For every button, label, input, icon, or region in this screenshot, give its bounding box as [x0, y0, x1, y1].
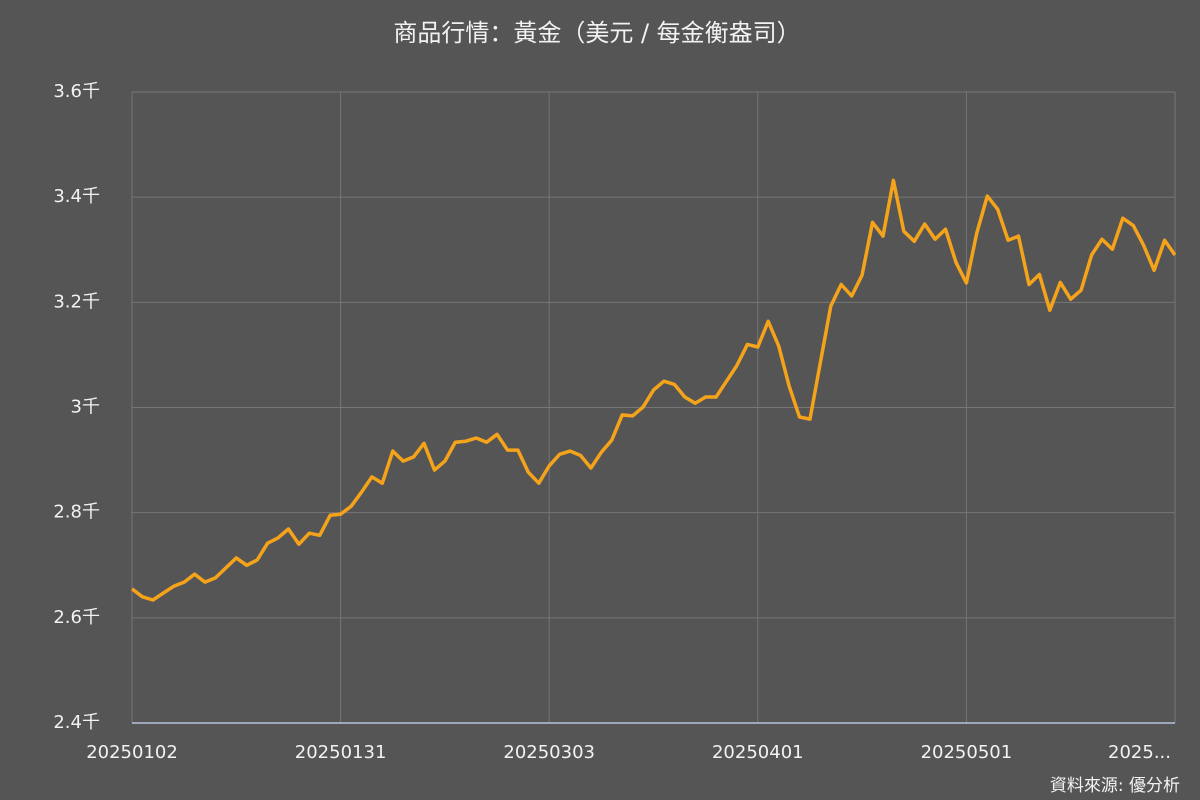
x-tick-label: 20250303: [503, 742, 595, 763]
y-tick-label: 2.4千: [53, 712, 100, 733]
x-tick-label: 20250401: [712, 742, 804, 763]
source-note: 資料來源: 優分析: [1050, 776, 1180, 796]
y-tick-label: 3.6千: [53, 81, 100, 102]
y-tick-label: 3.2千: [53, 291, 100, 312]
y-tick-label: 3.4千: [53, 186, 100, 207]
x-tick-label: 20250102: [86, 742, 178, 763]
x-tick-label: 20250501: [921, 742, 1013, 763]
x-tick-label: 2025...: [1108, 742, 1171, 763]
x-tick-label: 20250131: [295, 742, 387, 763]
y-tick-label: 2.8千: [53, 502, 100, 523]
y-tick-label: 3千: [71, 397, 100, 418]
price-line: [130, 178, 1177, 602]
y-tick-label: 2.6千: [53, 607, 100, 628]
chart-title: 商品行情：黃金（美元 / 每金衡盎司）: [393, 19, 800, 47]
